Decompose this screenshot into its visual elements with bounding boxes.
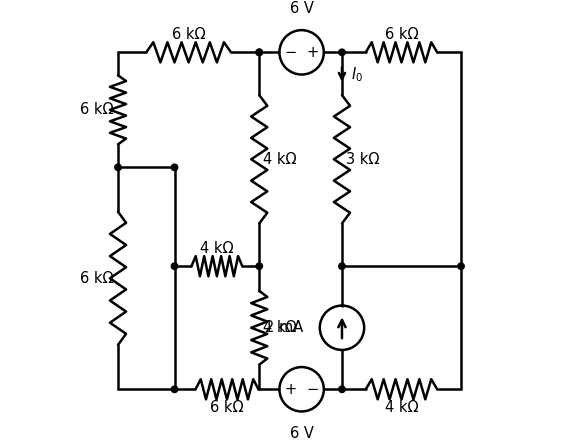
Text: 3 kΩ: 3 kΩ (346, 152, 380, 167)
Text: −: − (306, 382, 319, 397)
Circle shape (115, 164, 121, 171)
Text: 4 kΩ: 4 kΩ (263, 152, 297, 167)
Text: 4 kΩ: 4 kΩ (200, 241, 233, 256)
Circle shape (256, 263, 262, 269)
Text: 6 kΩ: 6 kΩ (385, 27, 418, 42)
Text: 6 V: 6 V (290, 425, 313, 440)
Text: +: + (306, 45, 319, 60)
Circle shape (458, 263, 464, 269)
Text: 6 kΩ: 6 kΩ (81, 271, 114, 286)
Text: 6 kΩ: 6 kΩ (172, 27, 205, 42)
Text: 2 mA: 2 mA (266, 320, 304, 335)
Text: −: − (285, 45, 297, 60)
Circle shape (256, 49, 262, 55)
Circle shape (171, 386, 178, 392)
Text: 6 kΩ: 6 kΩ (210, 400, 244, 415)
Circle shape (339, 386, 345, 392)
Text: $I_0$: $I_0$ (351, 65, 363, 84)
Text: 4 kΩ: 4 kΩ (263, 320, 297, 335)
Circle shape (171, 164, 178, 171)
Circle shape (171, 263, 178, 269)
Text: +: + (285, 382, 297, 397)
Circle shape (256, 49, 262, 55)
Text: 6 V: 6 V (290, 1, 313, 16)
Text: 6 kΩ: 6 kΩ (81, 103, 114, 117)
Text: 4 kΩ: 4 kΩ (385, 400, 418, 415)
Circle shape (339, 49, 345, 55)
Circle shape (339, 263, 345, 269)
